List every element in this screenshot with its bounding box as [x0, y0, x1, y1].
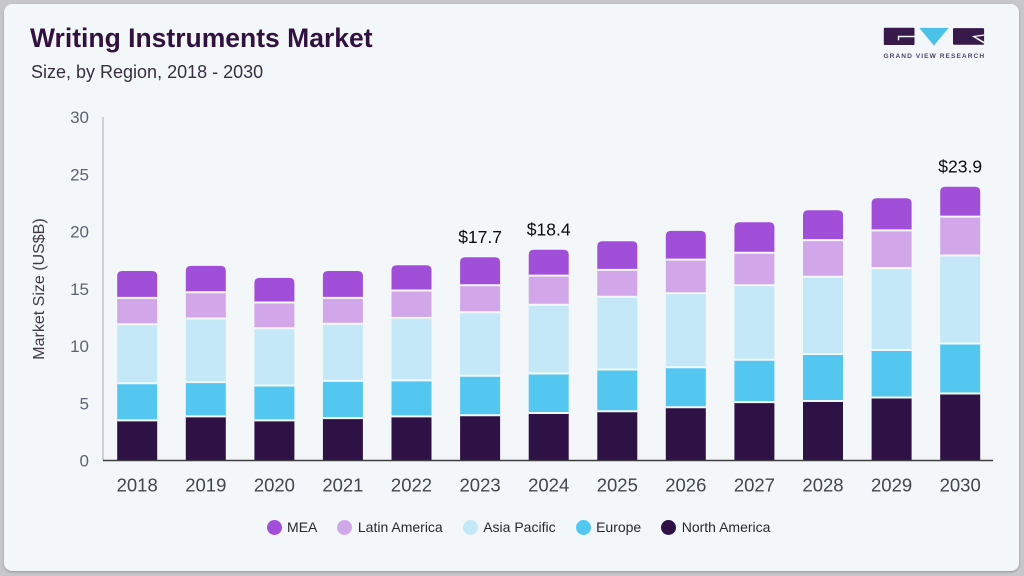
svg-text:2024: 2024	[528, 475, 569, 496]
svg-text:$23.9: $23.9	[938, 156, 982, 176]
svg-text:30: 30	[70, 108, 89, 127]
svg-text:2027: 2027	[734, 475, 775, 496]
svg-text:$18.4: $18.4	[527, 219, 571, 239]
svg-text:15: 15	[70, 280, 89, 299]
svg-text:Market Size (US$B): Market Size (US$B)	[31, 218, 48, 359]
svg-text:2020: 2020	[254, 475, 295, 496]
svg-text:$17.7: $17.7	[458, 227, 502, 247]
svg-text:2028: 2028	[802, 475, 843, 496]
svg-text:10: 10	[70, 337, 89, 356]
svg-text:2018: 2018	[117, 475, 158, 496]
svg-text:2022: 2022	[391, 475, 432, 496]
svg-text:20: 20	[70, 223, 89, 242]
svg-text:2021: 2021	[322, 475, 363, 496]
svg-text:2030: 2030	[940, 475, 981, 496]
svg-text:2026: 2026	[665, 475, 706, 496]
svg-text:2023: 2023	[460, 475, 501, 496]
svg-text:5: 5	[80, 394, 89, 413]
svg-text:2025: 2025	[597, 475, 638, 496]
svg-text:2019: 2019	[185, 475, 226, 496]
svg-text:25: 25	[70, 165, 89, 184]
svg-text:GRAND VIEW RESEARCH: GRAND VIEW RESEARCH	[884, 53, 986, 60]
svg-text:2029: 2029	[871, 475, 912, 496]
svg-text:0: 0	[80, 452, 89, 471]
